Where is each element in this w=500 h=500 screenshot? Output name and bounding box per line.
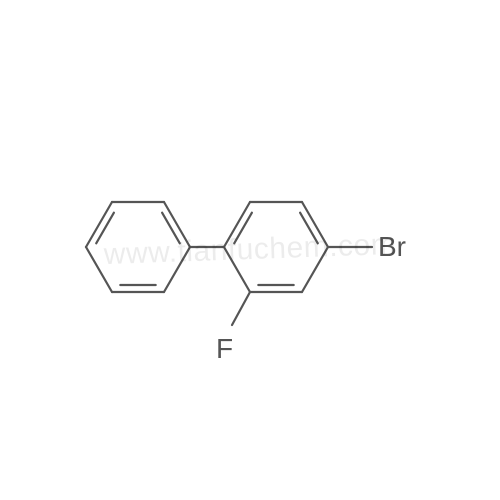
fluorine-label-bond — [232, 292, 250, 325]
phenyl-ring-2-bond — [302, 247, 328, 292]
phenyl-ring-2-double-bond — [300, 213, 318, 244]
bromine-label: Br — [378, 231, 406, 262]
phenyl-ring-1-double-bond — [96, 213, 114, 244]
phenyl-ring-2-double-bond — [234, 213, 252, 244]
fluorine-label: F — [216, 333, 233, 364]
molecule-structure: Br F — [0, 0, 500, 500]
phenyl-ring-1-double-bond — [162, 213, 180, 244]
phenyl-ring-2-bond — [224, 247, 250, 292]
phenyl-ring-1-bond — [86, 247, 112, 292]
phenyl-ring-1-bond — [164, 247, 190, 292]
diagram-canvas: BrF www.tianfuchem.com — [0, 0, 500, 500]
